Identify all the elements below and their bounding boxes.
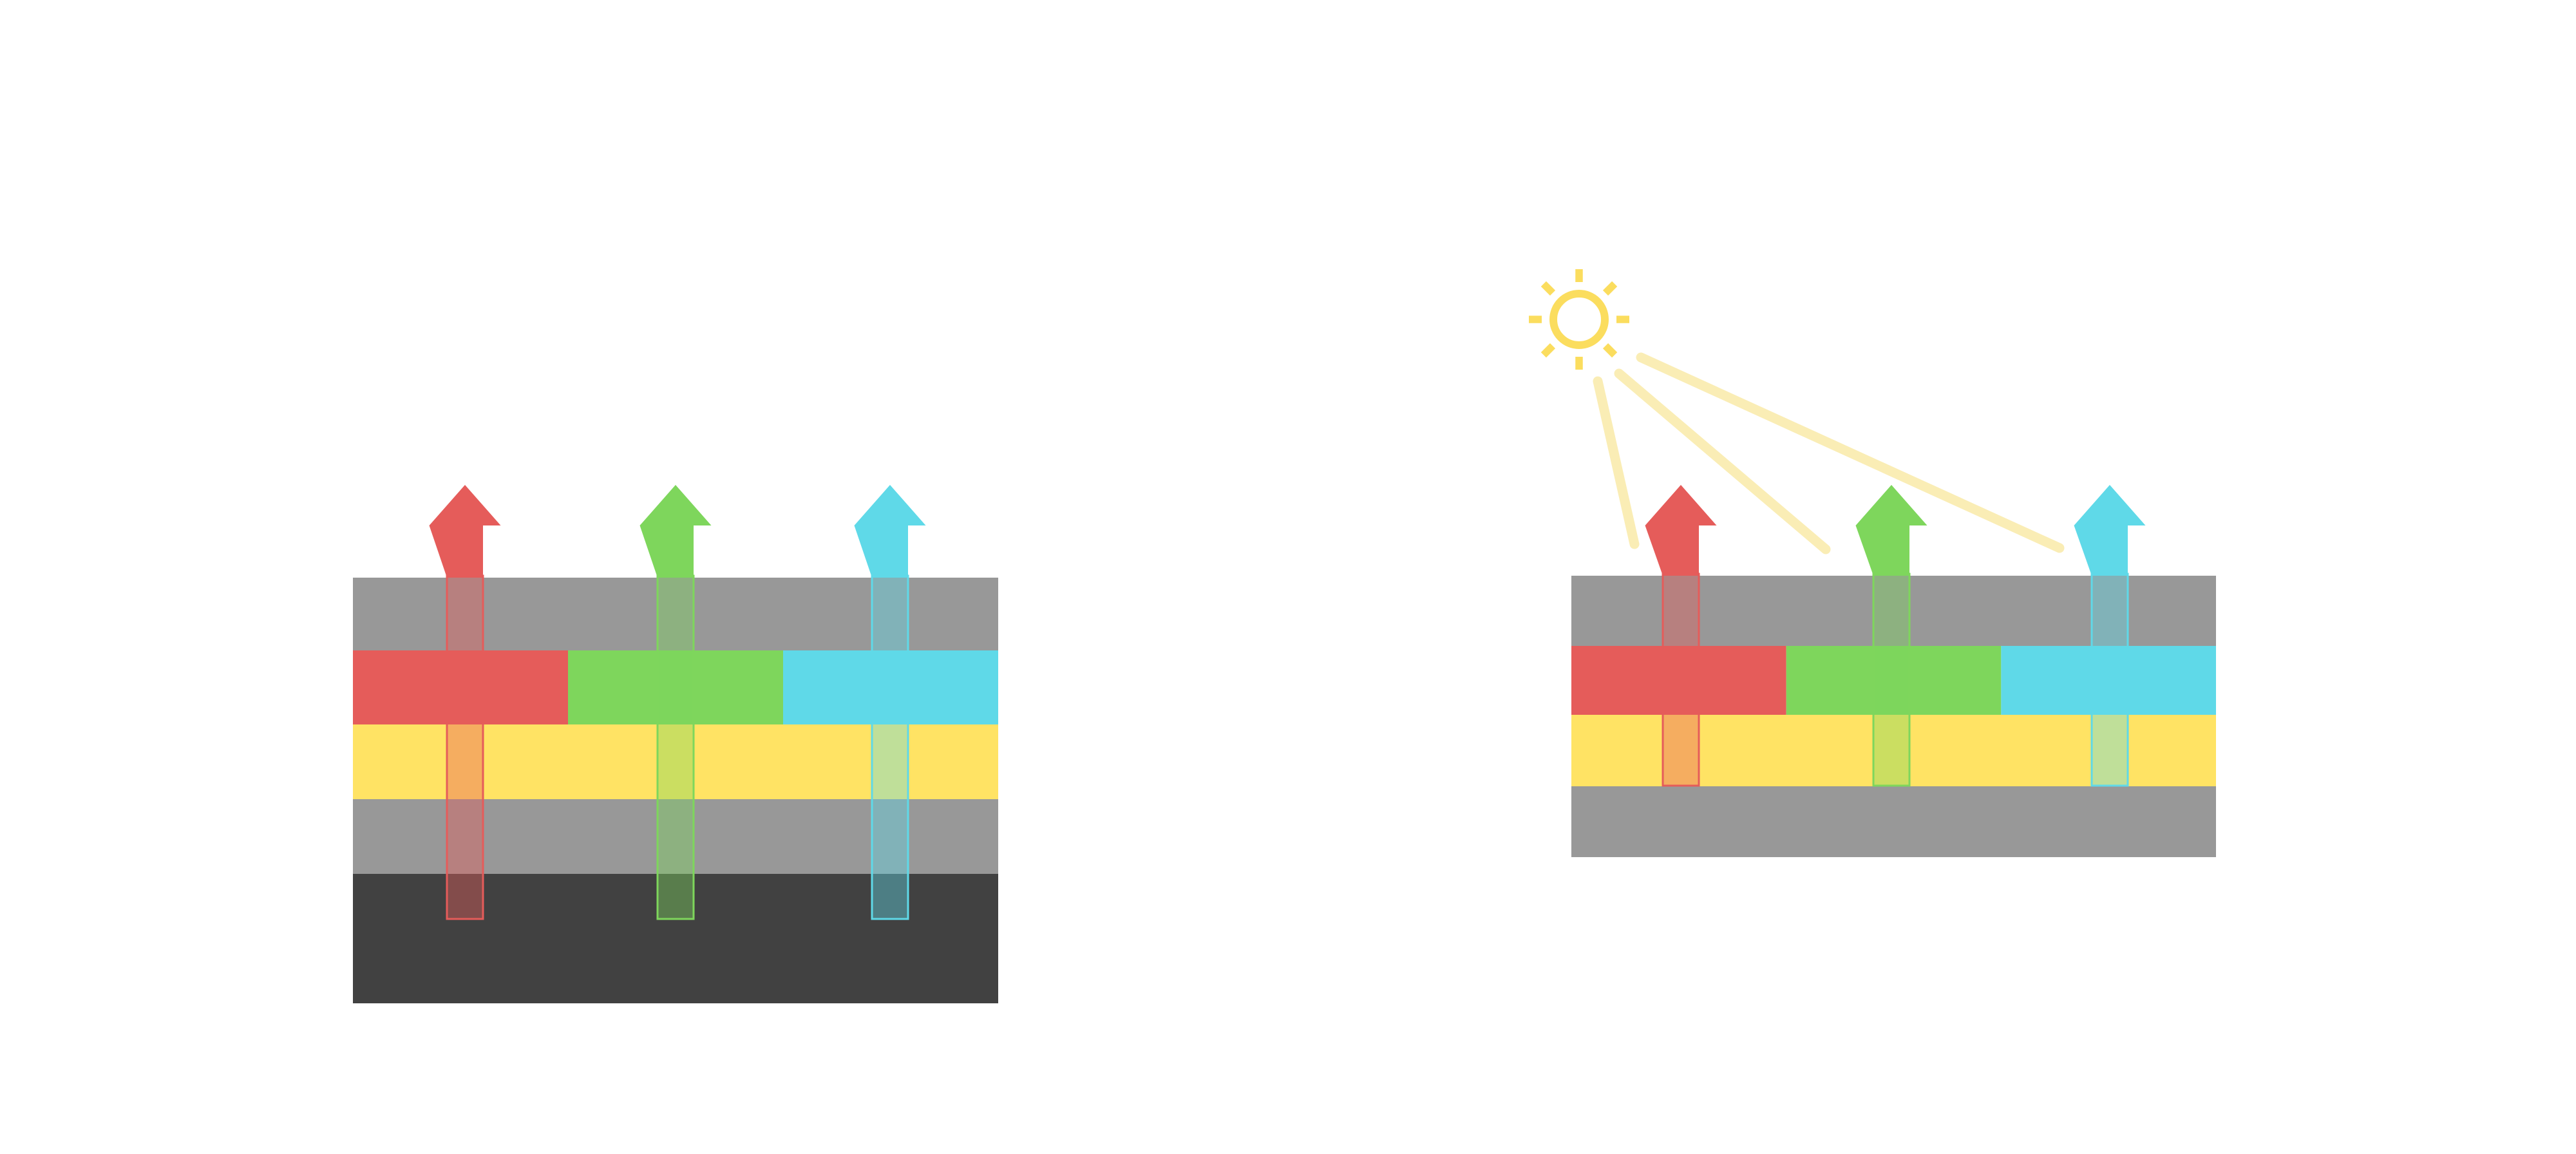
yellow-layer <box>1571 715 2216 786</box>
top-gray-layer <box>353 578 998 650</box>
arrow-shaft-through-stack <box>446 574 484 920</box>
green-light-arrow <box>639 485 712 920</box>
bottom-gray-layer <box>353 799 998 874</box>
cyan-light-arrow <box>2074 485 2146 787</box>
rgb-segment-green <box>1786 646 2002 715</box>
sun-ray-tick <box>1540 343 1556 358</box>
yellow-layer <box>353 724 998 799</box>
arrow-head <box>854 485 926 578</box>
rgb-segment-cyan <box>2001 646 2216 715</box>
sun-ray-tick <box>1602 281 1618 296</box>
rgb-segment-cyan <box>783 650 998 724</box>
arrow-head <box>2074 485 2146 576</box>
rgb-segment-red <box>353 650 568 724</box>
rgb-segment-red <box>1571 646 1786 715</box>
dark-backlight-layer <box>353 874 998 1003</box>
arrow-shaft-through-stack <box>871 574 909 920</box>
arrow-shaft-through-stack <box>1872 572 1911 787</box>
arrow-head <box>1645 485 1717 576</box>
sunlight-ray <box>1614 368 1831 554</box>
red-light-arrow <box>429 485 501 920</box>
layer-stack <box>1571 576 2216 857</box>
sunlight-ray <box>1636 352 2065 553</box>
bottom-gray-layer <box>1571 786 2216 857</box>
sun-ring <box>1549 290 1609 349</box>
arrow-head <box>639 485 712 578</box>
sunlight-ray <box>1593 376 1640 549</box>
layer-stack <box>353 578 998 1003</box>
arrow-head <box>1855 485 1927 576</box>
arrow-head <box>429 485 501 578</box>
arrow-shaft-through-stack <box>1662 572 1700 787</box>
reflective-display-panel <box>1529 269 2216 857</box>
sun-ray-tick <box>1602 343 1618 358</box>
red-light-arrow <box>1645 485 1717 787</box>
rgb-segment-green <box>568 650 783 724</box>
sun-icon <box>1529 269 1629 370</box>
arrow-shaft-through-stack <box>656 574 695 920</box>
sun-ray-tick <box>1540 281 1556 296</box>
emissive-display-panel <box>353 485 998 1003</box>
top-gray-layer <box>1571 576 2216 646</box>
green-light-arrow <box>1855 485 1927 787</box>
cyan-light-arrow <box>854 485 926 920</box>
arrow-shaft-through-stack <box>2090 572 2129 787</box>
